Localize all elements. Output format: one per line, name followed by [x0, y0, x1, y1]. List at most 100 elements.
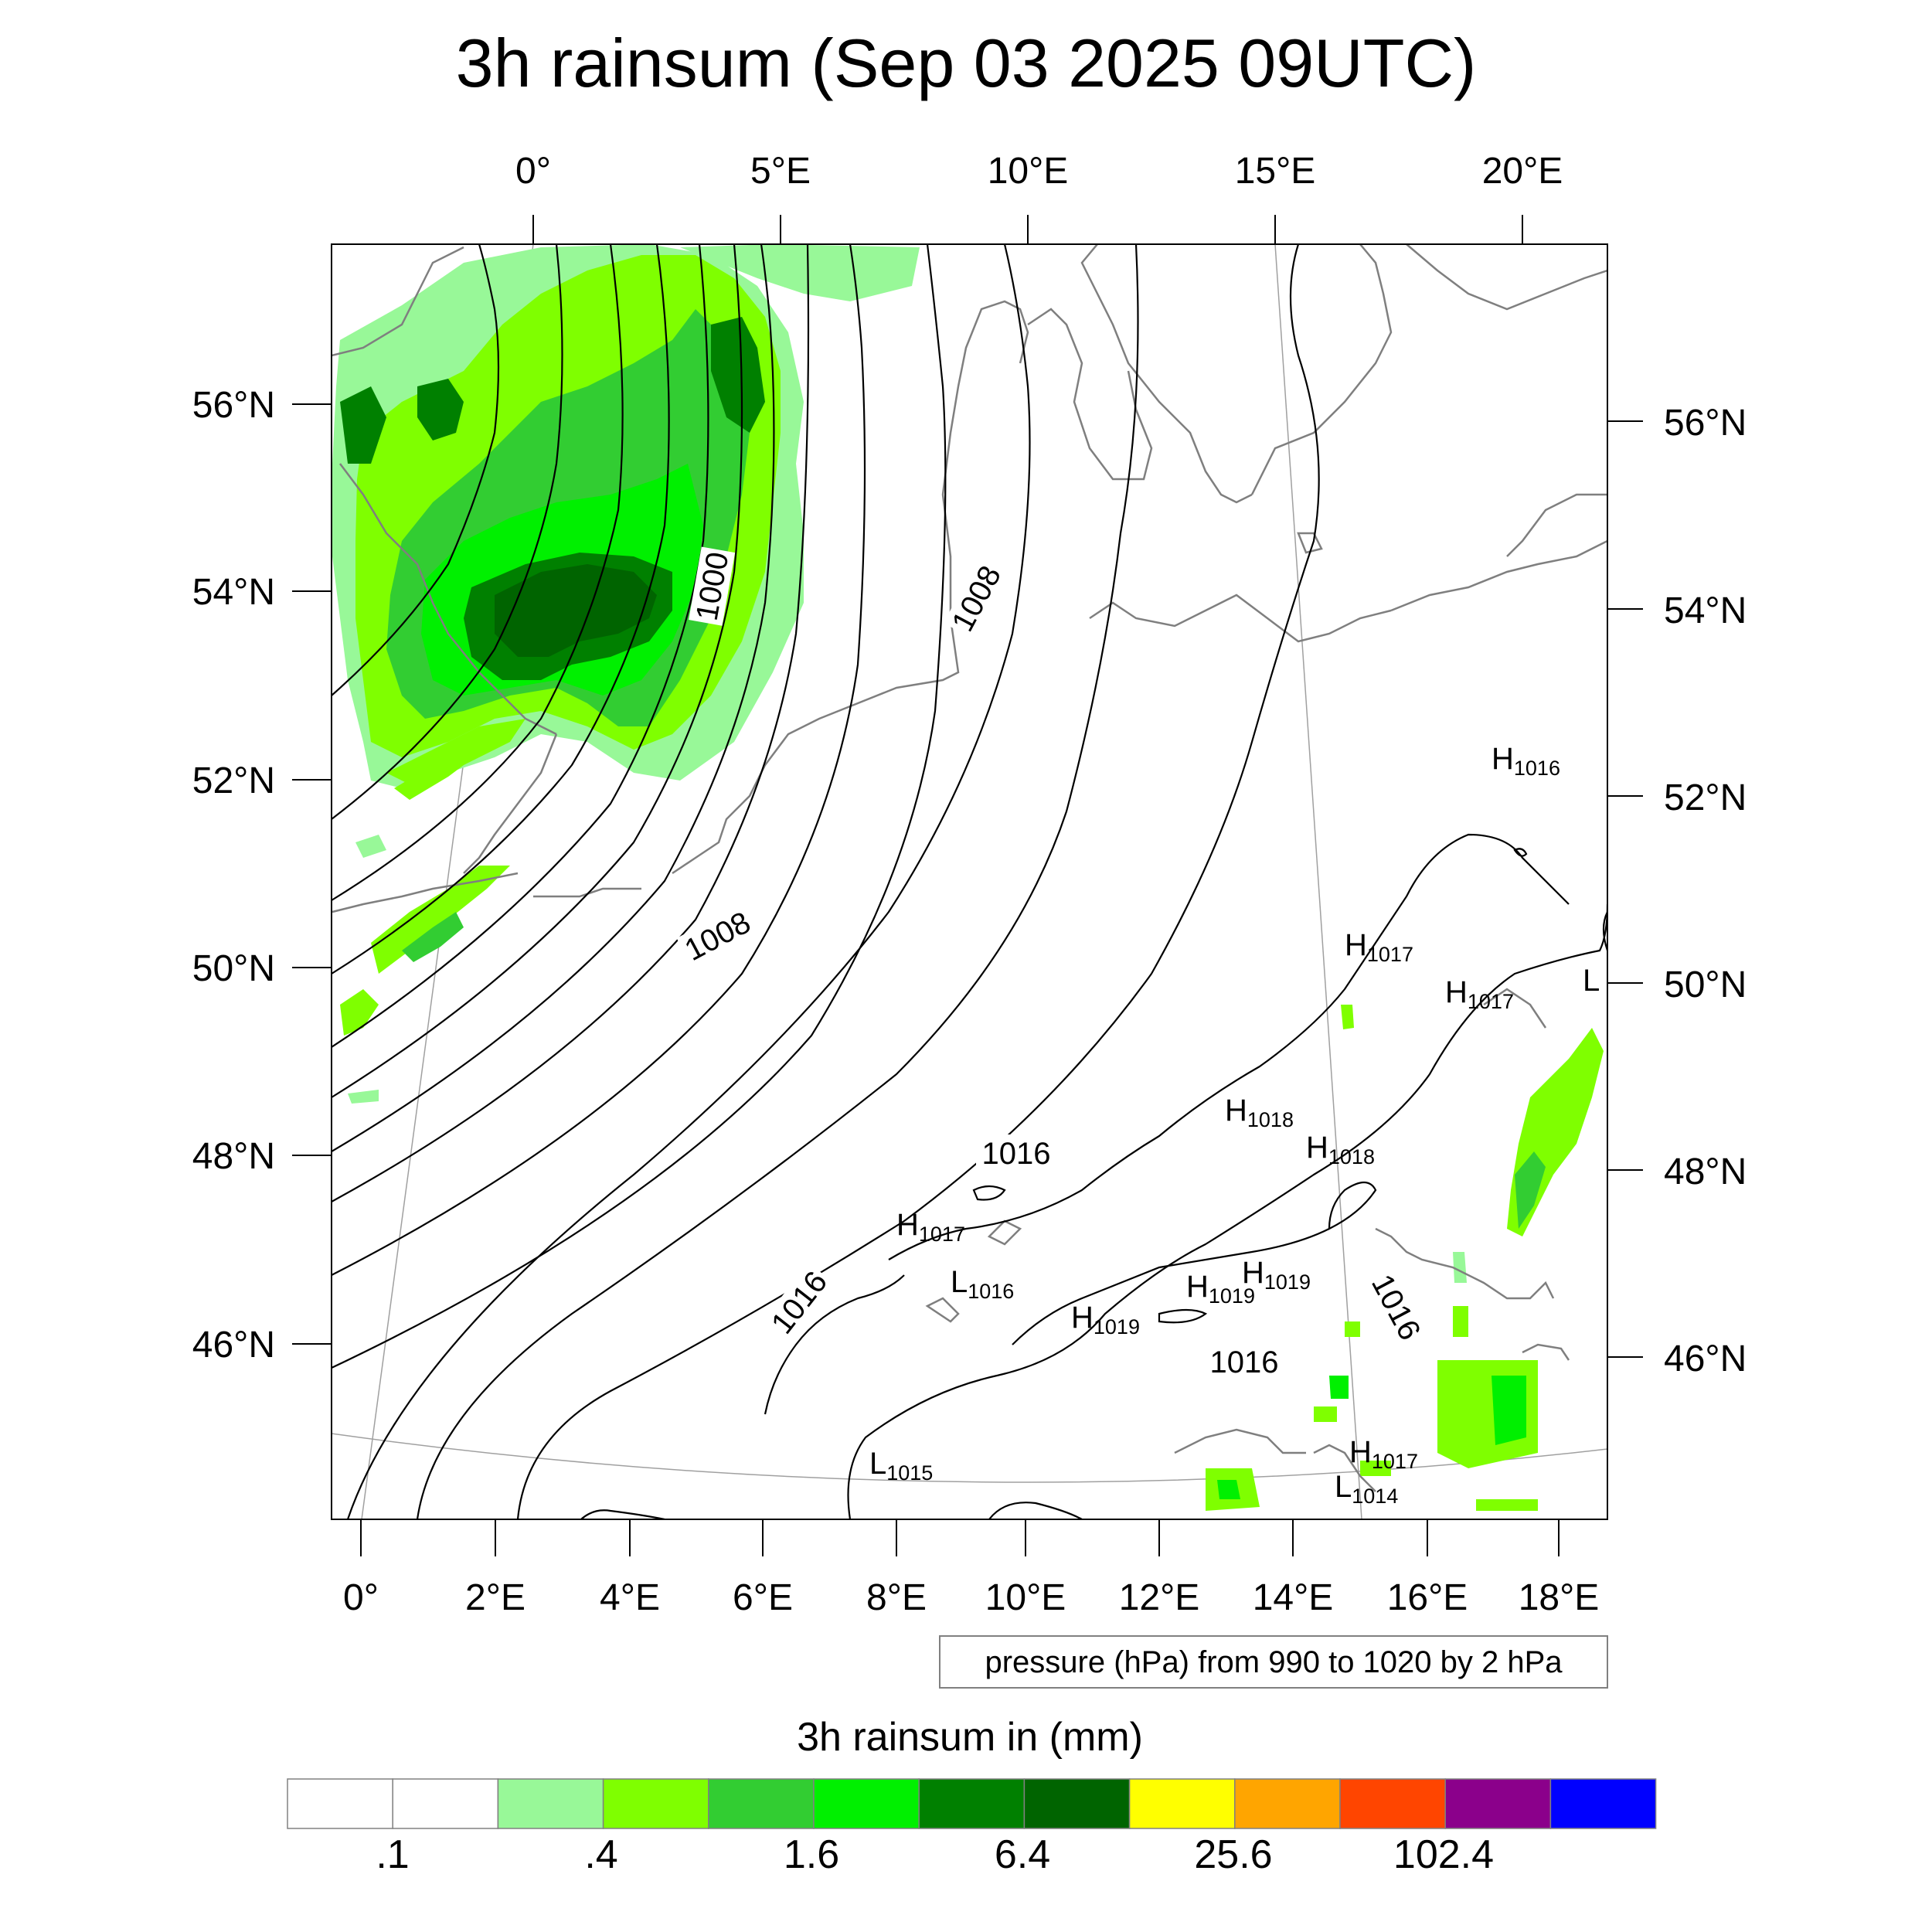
colorbar-swatch: [1444, 1778, 1552, 1829]
rain-area-southeast: [1206, 1005, 1604, 1511]
right-lat-label: 52°N: [1664, 777, 1747, 818]
top-ticks: [532, 215, 1523, 244]
rain-area-northwest: [332, 244, 920, 1104]
bottom-lon-label: 14°E: [1253, 1577, 1334, 1618]
left-ticks: [292, 403, 332, 1345]
colorbar: 3h rainsum in (mm) .1 .4 1.6 6.4 25.6 10…: [287, 1715, 1657, 1877]
svg-text:L: L: [1583, 964, 1600, 998]
colorbar-swatch: [287, 1778, 393, 1829]
pressure-center: H1017: [1445, 975, 1514, 1013]
contour-info-box: pressure (hPa) from 990 to 1020 by 2 hPa: [939, 1635, 1608, 1689]
svg-text:H1016: H1016: [1492, 742, 1560, 780]
right-ticks: [1607, 420, 1643, 1358]
svg-text:H1017: H1017: [896, 1208, 965, 1246]
svg-text:L1015: L1015: [869, 1447, 933, 1485]
pressure-center: H1019: [1242, 1256, 1311, 1294]
colorbar-swatch: [392, 1778, 499, 1829]
colorbar-tick-label: 102.4: [1393, 1832, 1494, 1877]
bottom-lon-label: 18°E: [1519, 1577, 1600, 1618]
coastlines: [332, 244, 1607, 1492]
top-longitude-labels: 0° 5°E 10°E 15°E 20°E: [515, 151, 1563, 192]
map-panel: 1000 1008 1008 1016 1016: [331, 243, 1608, 1520]
bottom-lon-label: 0°: [343, 1577, 379, 1618]
colorbar-tick-labels: .1 .4 1.6 6.4 25.6 102.4: [376, 1832, 1494, 1877]
svg-text:H1019: H1019: [1071, 1301, 1140, 1338]
bottom-lon-label: 6°E: [733, 1577, 793, 1618]
right-lat-label: 46°N: [1664, 1338, 1747, 1379]
pressure-center: L1014: [1335, 1470, 1398, 1508]
contour-labels: 1000 1008 1008 1016 1016: [676, 546, 1430, 1379]
pressure-center: H1019: [1071, 1301, 1140, 1338]
colorbar-swatch: [1023, 1778, 1131, 1829]
left-lat-label: 48°N: [192, 1136, 275, 1177]
colorbar-tick-label: 6.4: [995, 1832, 1050, 1877]
colorbar-swatch: [1128, 1778, 1236, 1829]
svg-text:H1019: H1019: [1186, 1270, 1255, 1308]
colorbar-swatch: [813, 1778, 920, 1829]
colorbar-title: 3h rainsum in (mm): [797, 1715, 1143, 1760]
pressure-center: L1015: [869, 1447, 933, 1485]
colorbar-swatch: [602, 1778, 709, 1829]
top-lon-label: 20°E: [1482, 151, 1563, 192]
colorbar-swatch: [1234, 1778, 1341, 1829]
svg-text:L1016: L1016: [951, 1265, 1014, 1303]
bottom-lon-label: 8°E: [866, 1577, 927, 1618]
map-border: [331, 243, 1608, 1520]
colorbar-swatch: [708, 1778, 815, 1829]
left-lat-label: 52°N: [192, 760, 275, 801]
right-lat-label: 50°N: [1664, 964, 1747, 1005]
pressure-center: H1017: [1345, 928, 1413, 966]
pressure-center: L: [1583, 964, 1600, 998]
svg-text:H1018: H1018: [1306, 1131, 1375, 1168]
pressure-center: H1018: [1306, 1131, 1375, 1168]
contour-label-1016: 1016: [1210, 1345, 1279, 1379]
colorbar-swatch: [497, 1778, 604, 1829]
svg-text:L1014: L1014: [1335, 1470, 1398, 1508]
bottom-lon-label: 4°E: [600, 1577, 660, 1618]
left-lat-label: 46°N: [192, 1325, 275, 1366]
left-lat-label: 50°N: [192, 948, 275, 989]
svg-text:H1017: H1017: [1445, 975, 1514, 1013]
colorbar-tick-label: .4: [584, 1832, 617, 1877]
colorbar-swatch: [918, 1778, 1026, 1829]
pressure-centers: H1016 H1017 H1017 L H1018 H1018 H1017 L1…: [869, 742, 1600, 1508]
pressure-center: H1018: [1225, 1094, 1294, 1131]
bottom-ticks: [360, 1519, 1560, 1556]
svg-text:H1017: H1017: [1345, 928, 1413, 966]
left-lat-label: 56°N: [192, 385, 275, 426]
colorbar-boxes: [287, 1778, 1657, 1829]
pressure-center: H1017: [1349, 1435, 1418, 1473]
top-lon-label: 10°E: [988, 151, 1069, 192]
bottom-lon-label: 10°E: [985, 1577, 1066, 1618]
svg-text:H1017: H1017: [1349, 1435, 1418, 1473]
colorbar-swatch: [1339, 1778, 1446, 1829]
pressure-center: H1019: [1186, 1270, 1255, 1308]
pressure-center: H1016: [1492, 742, 1560, 780]
right-lat-label: 56°N: [1664, 403, 1747, 444]
left-latitude-labels: 56°N 54°N 52°N 50°N 48°N 46°N: [192, 385, 275, 1366]
pressure-center: L1016: [951, 1265, 1014, 1303]
isobars: [332, 244, 1607, 1519]
bottom-lon-label: 16°E: [1387, 1577, 1468, 1618]
bottom-lon-label: 12°E: [1119, 1577, 1200, 1618]
svg-text:H1019: H1019: [1242, 1256, 1311, 1294]
top-lon-label: 0°: [515, 151, 551, 192]
contour-info-text: pressure (hPa) from 990 to 1020 by 2 hPa: [985, 1645, 1563, 1679]
right-latitude-labels: 56°N 54°N 52°N 50°N 48°N 46°N: [1664, 403, 1747, 1379]
colorbar-tick-label: 25.6: [1194, 1832, 1272, 1877]
pressure-center: H1017: [896, 1208, 965, 1246]
top-lon-label: 5°E: [750, 151, 811, 192]
colorbar-tick-label: .1: [376, 1832, 409, 1877]
contour-label-1016: 1016: [982, 1137, 1051, 1171]
top-lon-label: 15°E: [1235, 151, 1316, 192]
bottom-lon-label: 2°E: [465, 1577, 526, 1618]
map-title: 3h rainsum (Sep 03 2025 09UTC): [456, 25, 1477, 101]
colorbar-tick-label: 1.6: [784, 1832, 839, 1877]
right-lat-label: 48°N: [1664, 1151, 1747, 1192]
svg-text:H1018: H1018: [1225, 1094, 1294, 1131]
right-lat-label: 54°N: [1664, 590, 1747, 631]
colorbar-swatch: [1549, 1778, 1657, 1829]
bottom-longitude-labels: 0° 2°E 4°E 6°E 8°E 10°E 12°E 14°E 16°E 1…: [343, 1577, 1599, 1618]
left-lat-label: 54°N: [192, 572, 275, 613]
